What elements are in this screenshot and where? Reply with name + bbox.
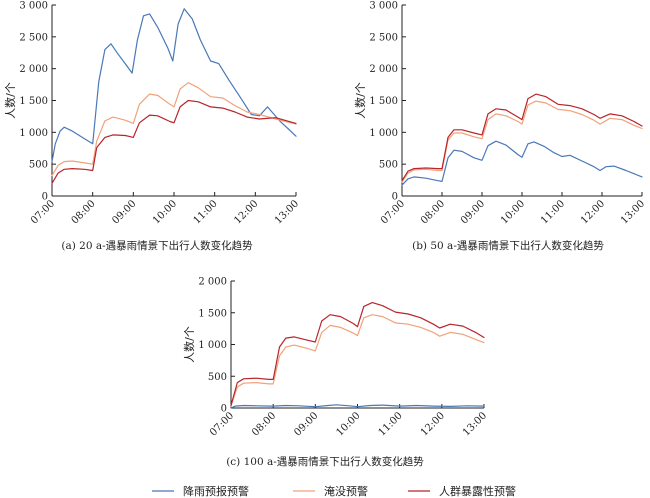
legend-label-exposure: 人群暴露性预警 (439, 484, 516, 498)
x-tick-label-c: 09:00 (292, 410, 320, 438)
y-tick-label-b: 0 (392, 192, 398, 203)
y-axis-title-b: 人数/个 (354, 82, 367, 119)
series-line-rain-b (401, 140, 643, 186)
x-tick-label-a: 11:00 (192, 198, 220, 226)
x-tick-label-a: 07:00 (29, 198, 57, 226)
x-tick-label-b: 13:00 (619, 198, 647, 226)
caption-a: (a) 20 a-遇暴雨情景下出行人数变化趋势 (61, 239, 253, 252)
x-tick-label-c: 13:00 (461, 410, 489, 438)
y-tick-label-a: 1 000 (19, 128, 48, 139)
x-tick-label-b: 09:00 (459, 198, 487, 226)
x-tick-label-a: 09:00 (110, 198, 138, 226)
series-line-exposure-a (51, 99, 297, 184)
x-tick-label-b: 07:00 (379, 198, 407, 226)
chart-panel-c: 0 500 1 000 1 500 2 000 07:00 08:00 09:00 10:00 1… (183, 277, 489, 439)
caption-c: (c) 100 a-遇暴雨情景下出行人数变化趋势 (226, 455, 424, 468)
y-tick-label-b: 500 (379, 160, 398, 171)
legend-label-rain: 降雨预报预警 (183, 484, 249, 498)
legend-label-flood: 淹没预警 (324, 484, 368, 498)
y-tick-label-c: 1 000 (198, 340, 227, 351)
y-tick-label-b: 2 000 (369, 64, 398, 75)
series-line-flood-b (401, 100, 643, 183)
x-tick-label-a: 12:00 (232, 198, 260, 226)
y-axis-title-a: 人数/个 (4, 82, 17, 119)
x-tick-label-a: 08:00 (70, 198, 98, 226)
x-tick-label-c: 12:00 (419, 410, 447, 438)
series-line-exposure-b (401, 93, 643, 182)
y-tick-label-b: 1 000 (369, 128, 398, 139)
y-tick-label-c: 2 000 (198, 277, 227, 288)
x-tick-label-c: 08:00 (250, 410, 278, 438)
x-tick-label-c: 07:00 (208, 410, 236, 438)
x-tick-label-a: 10:00 (151, 198, 179, 226)
series-line-rain-c (230, 404, 485, 409)
y-tick-label-a: 1 500 (19, 96, 48, 107)
caption-b: (b) 50 a-遇暴雨情景下出行人数变化趋势 (412, 239, 604, 252)
x-tick-label-b: 08:00 (419, 198, 447, 226)
chart-panel-a: 0 500 1 000 1 500 2 000 2 500 3 000 07:00 08:00 0… (4, 1, 301, 227)
x-tick-label-b: 11:00 (539, 198, 567, 226)
legend: 降雨预报预警 淹没预警 人群暴露性预警 (152, 484, 516, 498)
y-tick-label-a: 3 000 (19, 1, 48, 12)
x-tick-label-a: 13:00 (273, 198, 301, 226)
y-axis-title-c: 人数/个 (183, 326, 196, 363)
y-tick-label-a: 2 000 (19, 64, 48, 75)
series-line-flood-a (51, 82, 297, 177)
y-tick-label-a: 2 500 (19, 32, 48, 43)
y-tick-label-c: 500 (208, 372, 227, 383)
y-tick-label-b: 1 500 (369, 96, 398, 107)
x-tick-label-c: 10:00 (334, 410, 362, 438)
y-tick-label-a: 0 (42, 192, 48, 203)
chart-panel-b: 0 500 1 000 1 500 2 000 2 500 3 000 07:00 08:00 0… (354, 1, 647, 227)
y-tick-label-c: 0 (221, 404, 227, 415)
x-tick-label-c: 11:00 (377, 410, 405, 438)
y-tick-label-b: 2 500 (369, 32, 398, 43)
x-tick-label-b: 12:00 (579, 198, 607, 226)
y-tick-label-a: 500 (29, 160, 48, 171)
series-line-flood-c (230, 314, 485, 407)
series-line-rain-a (51, 8, 297, 163)
y-tick-label-c: 1 500 (198, 308, 227, 319)
y-tick-label-b: 3 000 (369, 1, 398, 12)
x-tick-label-b: 10:00 (499, 198, 527, 226)
series-line-exposure-c (230, 302, 485, 407)
